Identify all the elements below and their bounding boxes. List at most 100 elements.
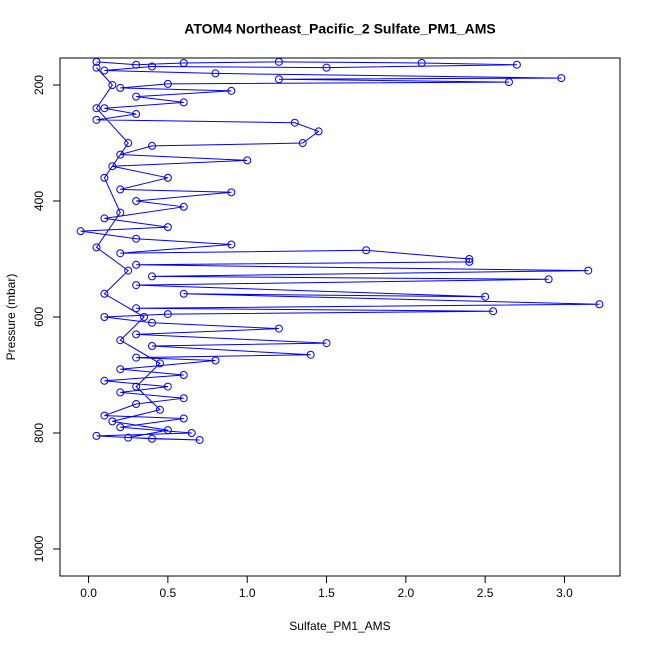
data-point [116, 388, 125, 397]
y-tick-label: 200 [32, 75, 46, 95]
data-point [148, 141, 157, 150]
data-point [132, 353, 141, 362]
y-tick-label: 400 [32, 191, 46, 211]
data-point [179, 202, 188, 211]
y-tick-label: 800 [32, 423, 46, 443]
data-point [148, 434, 157, 443]
data-point [100, 289, 109, 298]
data-point [163, 223, 172, 232]
data-point [140, 313, 149, 321]
data-point [155, 405, 164, 414]
data-point [132, 399, 141, 408]
data-point [290, 118, 299, 127]
data-point [274, 57, 283, 66]
data-point [465, 257, 474, 266]
x-tick-label: 1.0 [239, 586, 256, 600]
data-point [465, 255, 474, 264]
data-point [362, 246, 371, 255]
data-point [132, 197, 141, 206]
data-point [584, 266, 593, 275]
data-point [163, 426, 172, 435]
data-point [148, 341, 157, 350]
data-point [132, 281, 141, 290]
data-point [132, 92, 141, 101]
data-point [116, 150, 125, 159]
x-tick-label: 1.5 [318, 586, 335, 600]
data-point [132, 60, 141, 69]
data-point [116, 365, 125, 374]
data-point [211, 69, 220, 78]
data-point [100, 214, 109, 223]
data-point [92, 431, 101, 440]
data-point [132, 330, 141, 339]
data-point [227, 240, 236, 249]
data-point [417, 58, 426, 67]
chart-title: ATOM4 Northeast_Pacific_2 Sulfate_PM1_AM… [184, 21, 495, 37]
y-tick-label: 1000 [32, 535, 46, 562]
x-tick-label: 2.5 [477, 586, 494, 600]
y-axis-label: Pressure (mbar) [4, 274, 18, 361]
data-point [124, 433, 133, 442]
data-point [163, 382, 172, 391]
data-point [187, 428, 196, 437]
data-point [179, 394, 188, 403]
data-point [243, 156, 252, 165]
data-point [195, 435, 204, 444]
x-tick-label: 3.0 [556, 586, 573, 600]
data-point [211, 356, 220, 365]
data-point [116, 208, 125, 217]
data-point [557, 74, 566, 83]
data-point [274, 324, 283, 333]
data-point [100, 104, 109, 113]
data-point [116, 185, 125, 194]
x-tick-label: 2.0 [397, 586, 414, 600]
data-point [179, 414, 188, 423]
data-point [92, 63, 101, 72]
data-point [116, 83, 125, 92]
data-point [274, 75, 283, 84]
data-point [132, 382, 141, 391]
data-point [298, 139, 307, 148]
x-axis-label: Sulfate_PM1_AMS [289, 619, 390, 633]
data-point [116, 249, 125, 258]
data-point [124, 139, 133, 148]
data-point [76, 227, 85, 236]
data-point [92, 104, 101, 113]
data-point [100, 66, 109, 75]
data-point [132, 260, 141, 269]
data-point [116, 336, 125, 345]
data-point [100, 313, 109, 321]
data-point [124, 266, 133, 275]
data-point [163, 79, 172, 88]
data-point [92, 115, 101, 124]
data-point [512, 60, 521, 69]
data-point [489, 307, 498, 316]
data-point [163, 310, 172, 319]
data-point [92, 243, 101, 252]
data-point [155, 359, 164, 368]
x-tick-label: 0.0 [80, 586, 97, 600]
data-point [108, 417, 117, 426]
data-point [179, 289, 188, 298]
data-point [132, 234, 141, 243]
data-point [481, 292, 490, 301]
data-point [148, 318, 157, 327]
y-tick-label: 600 [32, 307, 46, 327]
data-point [322, 339, 331, 348]
data-point [179, 370, 188, 379]
data-point [227, 86, 236, 95]
data-point [100, 173, 109, 182]
data-point [116, 423, 125, 432]
data-point [148, 62, 157, 71]
data-point [544, 275, 553, 284]
data-line [80, 61, 600, 441]
data-point [504, 78, 513, 87]
data-point [322, 63, 331, 72]
data-point [163, 173, 172, 182]
data-point [100, 411, 109, 420]
data-point [132, 304, 141, 313]
data-point [306, 350, 315, 359]
data-point [108, 81, 117, 90]
